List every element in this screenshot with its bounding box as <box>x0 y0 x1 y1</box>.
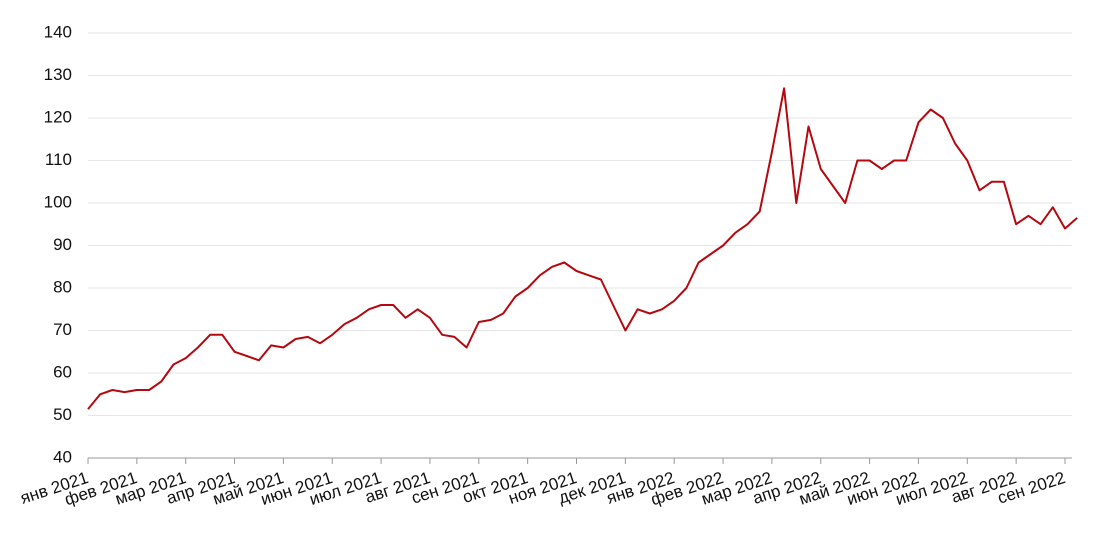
y-tick-label: 100 <box>44 192 72 211</box>
y-tick-label: 130 <box>44 65 72 84</box>
y-tick-label: 90 <box>53 235 72 254</box>
y-tick-label: 40 <box>53 447 72 466</box>
y-tick-label: 120 <box>44 107 72 126</box>
y-tick-label: 80 <box>53 277 72 296</box>
y-tick-label: 60 <box>53 362 72 381</box>
y-tick-label: 140 <box>44 22 72 41</box>
y-tick-label: 50 <box>53 405 72 424</box>
y-tick-label: 110 <box>45 150 72 169</box>
y-tick-label: 70 <box>53 320 72 339</box>
line-series <box>87 87 1078 410</box>
